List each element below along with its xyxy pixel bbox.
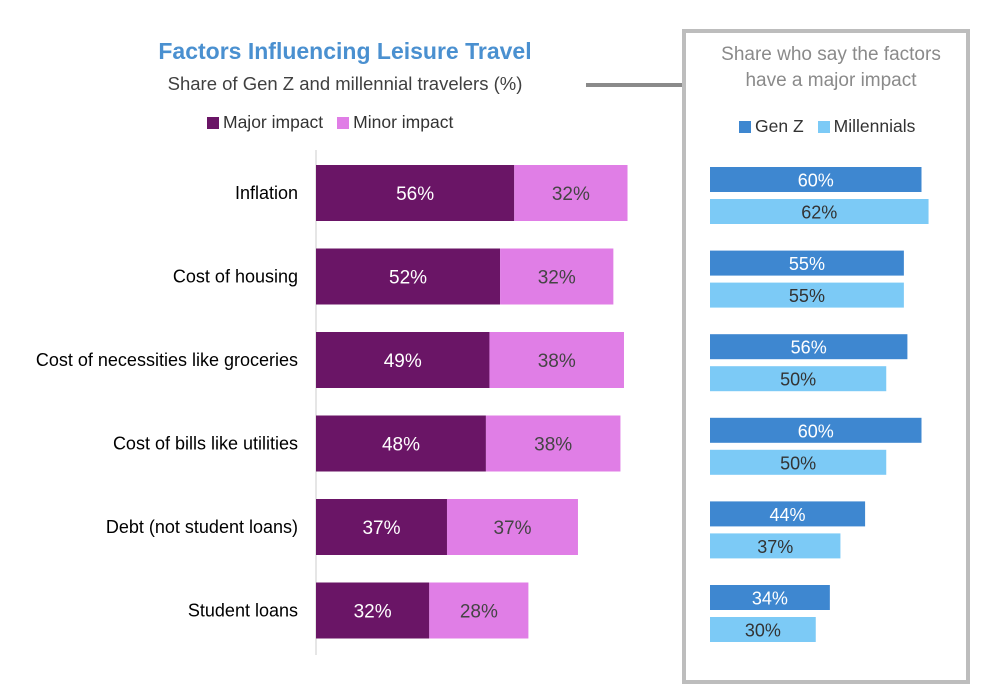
side-data-label-millennials-inflation: 62% <box>801 203 837 223</box>
legend-label-major: Major impact <box>223 112 324 132</box>
data-label-major-impact-student-loans: 32% <box>354 602 392 623</box>
side-bar-millennials-student-loans <box>710 617 816 642</box>
side-bar-gen-z-cost-of-necessities-like-groceries <box>710 334 908 360</box>
side-bar-gen-z-cost-of-housing <box>710 250 904 276</box>
bar-minor-impact-debt-not-student-loans <box>446 499 578 555</box>
bar-major-impact-inflation <box>316 165 515 221</box>
legend-label-genz: Gen Z <box>755 116 804 136</box>
bar-major-impact-student-loans <box>316 582 430 639</box>
legend-entry-genz: Gen Z <box>739 116 804 137</box>
connector-line <box>586 83 682 87</box>
data-label-major-impact-debt-not-student-loans: 37% <box>362 518 400 539</box>
legend-swatch-minor <box>337 116 350 129</box>
category-label-inflation: Inflation <box>235 183 298 203</box>
data-label-minor-impact-debt-not-student-loans: 37% <box>493 518 531 539</box>
legend-swatch-millennials <box>817 120 830 133</box>
bar-minor-impact-cost-of-necessities-like-groceries <box>489 332 624 388</box>
legend-swatch-major <box>207 116 219 129</box>
side-data-label-gen-z-cost-of-housing: 55% <box>789 254 825 274</box>
category-label-cost-of-housing: Cost of housing <box>173 267 298 287</box>
legend-entry-millennials: Millennials <box>817 116 916 137</box>
side-panel-title: Share who say the factors have a major i… <box>686 42 976 94</box>
side-bar-millennials-debt-not-student-loans <box>710 533 841 559</box>
side-data-label-gen-z-student-loans: 34% <box>752 589 788 609</box>
legend-label-millennials: Millennials <box>833 116 916 136</box>
bar-major-impact-debt-not-student-loans <box>316 499 447 555</box>
side-bar-millennials-cost-of-necessities-like-groceries <box>710 366 887 392</box>
side-bar-gen-z-inflation <box>710 167 922 192</box>
data-label-minor-impact-cost-of-housing: 32% <box>538 268 576 289</box>
chart-title: Factors Influencing Leisure Travel <box>158 38 532 64</box>
side-data-label-gen-z-inflation: 60% <box>798 171 834 191</box>
data-label-minor-impact-cost-of-bills-like-utilities: 38% <box>534 435 572 456</box>
category-label-cost-of-bills-like-utilities: Cost of bills like utilities <box>113 434 298 454</box>
legend-entry-major: Major impact <box>207 112 323 133</box>
side-bar-gen-z-debt-not-student-loans <box>710 501 866 527</box>
side-data-label-millennials-debt-not-student-loans: 37% <box>757 537 793 557</box>
chart-subtitle: Share of Gen Z and millennial travelers … <box>167 73 523 94</box>
side-data-label-millennials-cost-of-bills-like-utilities: 50% <box>780 453 816 473</box>
data-label-major-impact-cost-of-housing: 52% <box>389 268 427 289</box>
side-title-line-1: Share who say the factors <box>721 44 941 65</box>
bar-major-impact-cost-of-bills-like-utilities <box>316 415 486 472</box>
bar-major-impact-cost-of-housing <box>316 248 501 305</box>
side-data-label-millennials-cost-of-necessities-like-groceries: 50% <box>780 370 816 390</box>
side-title-line-2: have a major impact <box>745 70 917 91</box>
side-legend: Gen Z Millennials <box>739 116 929 137</box>
category-label-cost-of-necessities-like-groceries: Cost of necessities like groceries <box>36 350 298 370</box>
bar-minor-impact-cost-of-bills-like-utilities <box>485 415 621 472</box>
data-label-major-impact-cost-of-necessities-like-groceries: 49% <box>384 351 422 372</box>
data-label-minor-impact-inflation: 32% <box>552 184 590 205</box>
data-label-major-impact-inflation: 56% <box>396 184 434 205</box>
side-bar-millennials-inflation <box>710 199 929 224</box>
side-data-label-gen-z-debt-not-student-loans: 44% <box>770 505 806 525</box>
bar-minor-impact-cost-of-housing <box>500 248 614 305</box>
data-label-major-impact-cost-of-bills-like-utilities: 48% <box>382 435 420 456</box>
data-label-minor-impact-cost-of-necessities-like-groceries: 38% <box>538 351 576 372</box>
side-data-label-millennials-cost-of-housing: 55% <box>789 286 825 306</box>
bar-minor-impact-inflation <box>514 165 628 221</box>
side-data-label-gen-z-cost-of-bills-like-utilities: 60% <box>798 421 834 441</box>
bar-minor-impact-student-loans <box>429 582 529 639</box>
category-label-debt-not-student-loans: Debt (not student loans) <box>106 517 298 537</box>
side-data-label-gen-z-cost-of-necessities-like-groceries: 56% <box>791 338 827 358</box>
side-data-label-millennials-student-loans: 30% <box>745 621 781 641</box>
main-legend: Major impact Minor impact <box>207 112 467 133</box>
side-bar-millennials-cost-of-housing <box>710 282 904 308</box>
side-bar-gen-z-student-loans <box>710 585 830 610</box>
bar-major-impact-cost-of-necessities-like-groceries <box>316 332 490 388</box>
side-bar-millennials-cost-of-bills-like-utilities <box>710 449 887 475</box>
side-panel-frame <box>682 29 970 684</box>
side-bar-gen-z-cost-of-bills-like-utilities <box>710 417 922 443</box>
legend-entry-minor: Minor impact <box>337 112 453 133</box>
legend-label-minor: Minor impact <box>353 112 454 132</box>
category-label-student-loans: Student loans <box>188 601 298 621</box>
legend-swatch-genz <box>739 120 751 133</box>
data-label-minor-impact-student-loans: 28% <box>460 602 498 623</box>
